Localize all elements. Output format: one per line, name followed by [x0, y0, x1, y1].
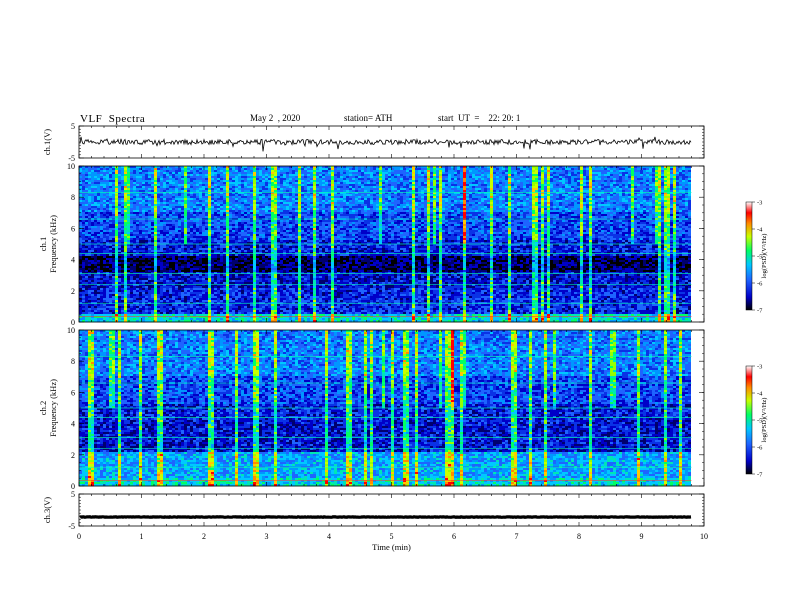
vlf-figure: 0246810ch.1 Frequency (kHz)-3-4-5-6-7log(…: [0, 0, 792, 612]
